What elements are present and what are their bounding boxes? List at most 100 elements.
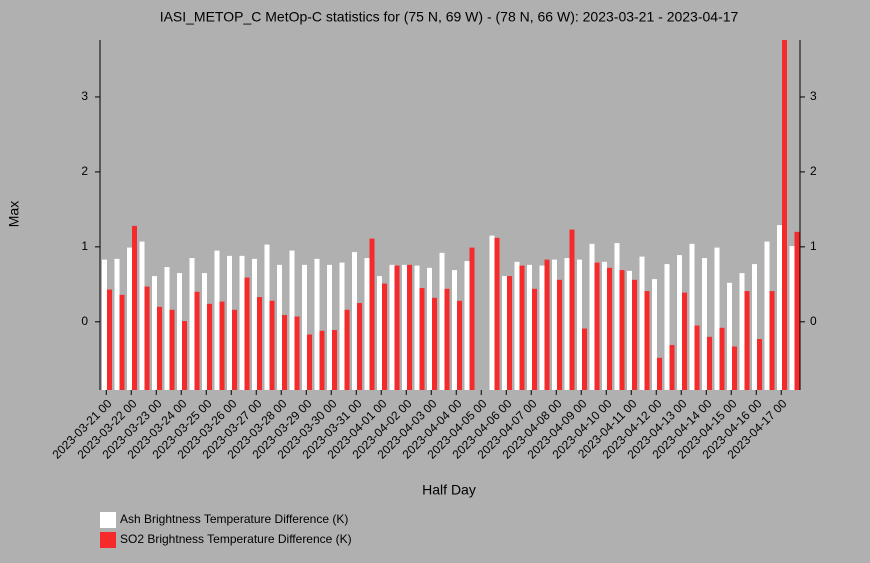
y2-tick-label: 0 — [810, 314, 817, 328]
y2-tick-label: 2 — [810, 164, 817, 178]
bar — [452, 270, 457, 390]
bar — [739, 273, 745, 390]
bar — [514, 261, 520, 390]
bar — [489, 235, 495, 390]
bar — [614, 243, 620, 390]
bar — [139, 241, 145, 390]
bar — [132, 225, 137, 390]
bar — [319, 330, 325, 390]
bar — [794, 231, 800, 390]
bar — [369, 238, 375, 390]
bar — [432, 297, 437, 390]
bar — [532, 288, 537, 390]
bar — [307, 334, 312, 390]
bar — [677, 255, 682, 390]
y-axis-label: Max — [6, 201, 22, 227]
y-tick-label: 2 — [81, 164, 88, 178]
bar — [252, 258, 257, 390]
legend-swatch — [100, 512, 116, 528]
bar — [332, 330, 337, 390]
bar — [527, 264, 532, 390]
legend-label: SO2 Brightness Temperature Difference (K… — [120, 532, 352, 546]
legend-label: Ash Brightness Temperature Difference (K… — [120, 512, 348, 526]
bar — [439, 252, 445, 390]
bar — [494, 237, 500, 390]
bar — [144, 286, 150, 390]
bar — [232, 309, 237, 390]
bar — [627, 270, 632, 390]
bar — [264, 244, 270, 390]
bar — [694, 325, 700, 390]
bar — [602, 261, 607, 390]
bar — [594, 262, 600, 390]
bar — [382, 283, 387, 390]
bar — [414, 265, 420, 390]
bar — [639, 256, 645, 390]
bar — [127, 247, 132, 390]
bar — [457, 300, 462, 390]
bar — [202, 273, 207, 390]
bar — [577, 259, 582, 390]
bar — [544, 259, 550, 390]
bar — [189, 258, 195, 390]
bar — [282, 315, 287, 390]
bar — [682, 292, 687, 390]
bar — [502, 276, 507, 390]
bar — [107, 289, 112, 390]
bar — [444, 288, 450, 390]
bar — [702, 258, 707, 390]
bar — [119, 294, 125, 390]
bar — [769, 291, 775, 390]
bar — [207, 303, 212, 390]
bar — [644, 291, 650, 390]
bar — [789, 246, 795, 390]
bar — [169, 309, 175, 390]
bar — [289, 250, 295, 390]
bar — [752, 264, 757, 390]
bar — [102, 259, 107, 390]
bar — [519, 265, 525, 390]
bar — [407, 264, 412, 390]
bar — [777, 225, 782, 390]
y-tick-label: 3 — [81, 89, 88, 103]
bar — [227, 255, 232, 390]
bar — [402, 264, 407, 390]
bar — [344, 309, 350, 390]
bar — [257, 297, 262, 390]
bar — [352, 252, 357, 390]
bar — [782, 40, 787, 390]
bar — [757, 339, 762, 390]
bar — [564, 258, 570, 390]
bar — [557, 279, 562, 390]
bar — [464, 261, 470, 390]
bar — [394, 265, 400, 390]
y-tick-label: 1 — [81, 239, 88, 253]
bar — [589, 243, 595, 390]
bar — [552, 259, 557, 390]
bar — [377, 276, 382, 390]
bar — [657, 357, 662, 390]
y-tick-label: 0 — [81, 314, 88, 328]
bar — [244, 277, 250, 390]
bar — [314, 258, 320, 390]
bar — [194, 291, 200, 390]
bar — [707, 336, 712, 390]
bar — [764, 241, 770, 390]
bar — [364, 258, 370, 390]
bar — [714, 247, 720, 390]
bar — [164, 267, 170, 390]
bar — [302, 264, 307, 390]
bar — [664, 264, 670, 390]
bar — [182, 321, 187, 390]
x-axis-label: Half Day — [422, 482, 476, 498]
bar — [389, 264, 395, 390]
bar — [219, 301, 225, 390]
bar — [214, 250, 220, 390]
bar — [732, 346, 737, 390]
bar — [669, 345, 675, 390]
bar — [632, 279, 637, 390]
bar — [269, 300, 275, 390]
bar — [427, 267, 432, 390]
